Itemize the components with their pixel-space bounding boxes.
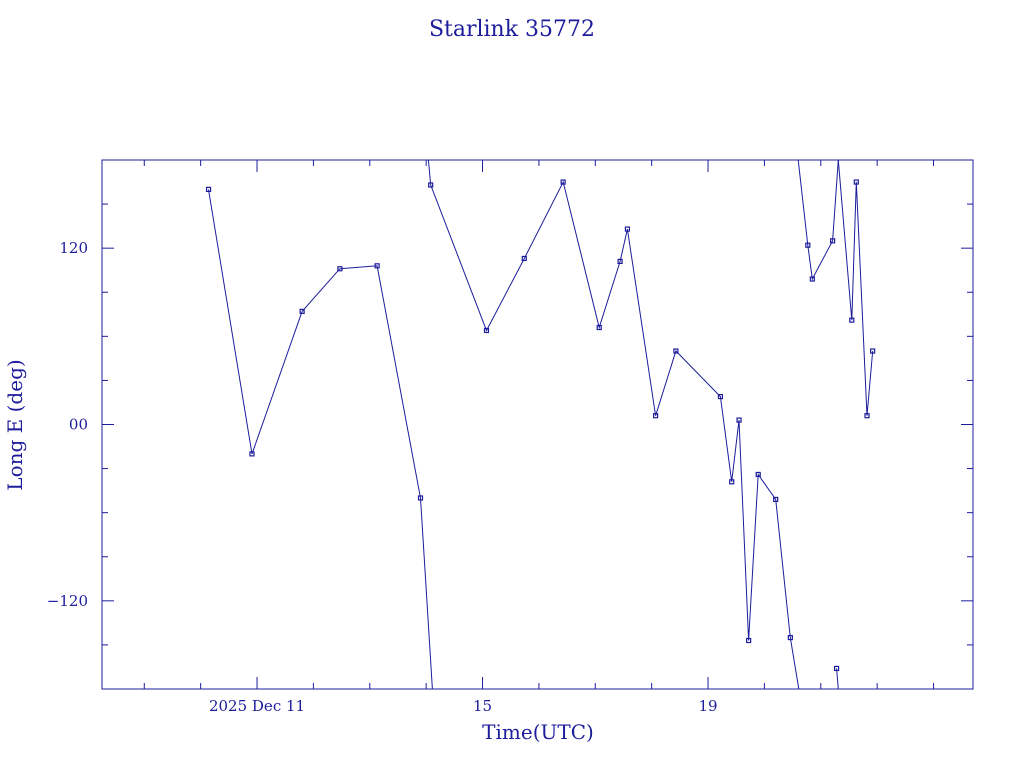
- y-tick-label-2: −120: [47, 592, 88, 610]
- data-point-21: [787, 634, 793, 641]
- data-point-13: [653, 413, 659, 419]
- data-point-2: [299, 308, 305, 314]
- data-point-28: [864, 413, 870, 419]
- y-axis-label: Long E (deg): [3, 359, 27, 490]
- x-axis-label: Time(UTC): [482, 720, 594, 744]
- data-point-9: [560, 179, 566, 185]
- data-point-19: [755, 471, 761, 478]
- data-point-22: [805, 242, 811, 248]
- data-point-29: [870, 348, 876, 354]
- data-point-5: [417, 495, 424, 501]
- x-tick-label-1: 15: [473, 697, 492, 715]
- data-point-27: [853, 179, 859, 185]
- x-minor-ticks: [143, 160, 935, 689]
- series-segment-2: [797, 160, 839, 281]
- data-points: [205, 179, 876, 672]
- data-point-4: [374, 263, 380, 269]
- data-point-7: [483, 327, 490, 334]
- x-tick-label-2: 19: [698, 697, 717, 715]
- data-point-25: [833, 665, 840, 672]
- data-point-23: [809, 276, 815, 282]
- data-point-17: [736, 417, 742, 423]
- data-point-20: [773, 496, 779, 503]
- plot-frame: [101, 159, 974, 690]
- series-segment-1: [427, 160, 800, 689]
- data-point-26: [849, 317, 855, 323]
- series-segment-0: [208, 189, 433, 689]
- data-point-24: [830, 238, 836, 244]
- data-point-16: [729, 479, 735, 485]
- x-tick-labels: 2025 Dec 11 15 19: [209, 697, 718, 715]
- y-tick-label-1: 00: [69, 416, 88, 434]
- data-point-3: [337, 266, 343, 272]
- data-point-18: [746, 637, 752, 644]
- data-point-8: [521, 255, 527, 262]
- x-tick-label-0: 2025 Dec 11: [209, 697, 305, 715]
- data-point-11: [617, 258, 623, 264]
- y-tick-labels: 120 00 −120: [47, 239, 88, 610]
- data-point-14: [673, 348, 679, 354]
- y-minor-ticks: [102, 203, 973, 646]
- series-segment-4: [837, 160, 874, 416]
- data-point-15: [717, 393, 724, 400]
- chart-title: Starlink 35772: [429, 17, 595, 42]
- data-point-6: [428, 182, 434, 188]
- y-tick-label-0: 120: [59, 239, 88, 257]
- data-point-10: [596, 324, 602, 331]
- data-point-0: [205, 186, 212, 192]
- series-segment-3: [836, 668, 839, 689]
- series-longitude: [208, 160, 874, 689]
- data-point-12: [624, 226, 631, 232]
- data-point-1: [249, 451, 255, 457]
